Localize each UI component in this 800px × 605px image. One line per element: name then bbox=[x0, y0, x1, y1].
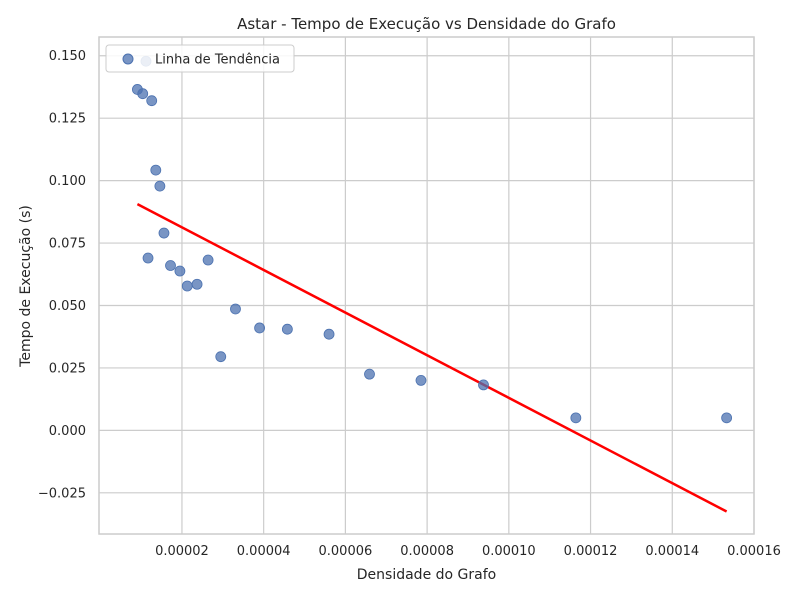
data-point bbox=[174, 265, 186, 277]
x-tick-labels: 0.00002 0.00004 0.00006 0.00008 0.00010 0.000… bbox=[155, 544, 781, 559]
data-point bbox=[281, 323, 293, 335]
chart-title: Astar - Tempo de Execução vs Densidade d… bbox=[237, 15, 616, 33]
x-tick-label: 0.00010 bbox=[482, 544, 536, 559]
data-point bbox=[721, 412, 733, 424]
y-tick-label: 0.100 bbox=[49, 174, 86, 189]
data-point bbox=[254, 322, 265, 334]
x-tick-label: 0.00016 bbox=[727, 544, 781, 559]
x-tick-label: 0.00006 bbox=[319, 544, 373, 559]
trend-line bbox=[136, 202, 728, 513]
legend: Linha de Tendência bbox=[105, 44, 295, 73]
y-tick-label: −0.025 bbox=[38, 486, 86, 501]
y-axis-label: Tempo de Execução (s) bbox=[18, 205, 34, 368]
data-point bbox=[165, 260, 176, 271]
x-tick-label: 0.00012 bbox=[564, 544, 618, 559]
data-point bbox=[415, 375, 427, 386]
x-tick-label: 0.00002 bbox=[155, 544, 209, 559]
x-tick-label: 0.00008 bbox=[400, 544, 454, 559]
plot-area bbox=[99, 37, 754, 534]
plot-frame bbox=[98, 36, 755, 535]
data-point bbox=[570, 412, 582, 424]
data-point bbox=[230, 303, 241, 315]
y-tick-label: 0.150 bbox=[49, 49, 86, 64]
data-point bbox=[150, 164, 162, 176]
x-tick-label: 0.00014 bbox=[645, 544, 699, 559]
data-point bbox=[478, 379, 489, 391]
data-point bbox=[202, 254, 214, 266]
x-tick-label: 0.00004 bbox=[237, 544, 291, 559]
data-point bbox=[146, 95, 158, 107]
y-tick-label: 0.000 bbox=[49, 424, 86, 439]
y-tick-label: 0.075 bbox=[49, 237, 86, 252]
y-tick-label: 0.025 bbox=[49, 361, 86, 376]
y-tick-label: 0.050 bbox=[49, 299, 86, 314]
data-point bbox=[364, 368, 375, 380]
plot-border bbox=[98, 36, 755, 535]
data-point bbox=[215, 351, 227, 363]
data-point bbox=[191, 278, 203, 290]
trend-line-layer bbox=[136, 202, 728, 513]
legend-entry-label: Linha de Tendência bbox=[155, 53, 280, 68]
data-point bbox=[158, 227, 170, 239]
data-point bbox=[137, 88, 149, 100]
x-axis-label: Densidade do Grafo bbox=[357, 567, 496, 583]
data-point bbox=[142, 252, 154, 264]
legend-marker bbox=[122, 53, 134, 65]
data-point bbox=[323, 328, 335, 340]
legend-box bbox=[105, 44, 295, 73]
data-point bbox=[154, 180, 166, 192]
data-point bbox=[181, 280, 193, 292]
y-tick-labels: −0.025 0.000 0.025 0.050 0.075 0.100 0.125 0.15… bbox=[38, 49, 86, 501]
y-tick-label: 0.125 bbox=[49, 112, 86, 127]
